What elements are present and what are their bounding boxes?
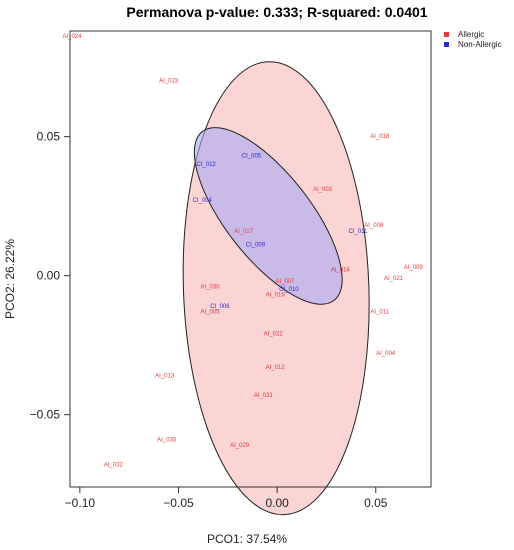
x-tick-label: 0.05 xyxy=(364,496,388,510)
x-axis-label: PCO1: 37.54% xyxy=(207,532,287,546)
point-label-ai-004: AI_004 xyxy=(376,351,396,357)
point-label-ai-011: AI_011 xyxy=(370,309,389,315)
y-axis-label: PCO2: 26.22% xyxy=(3,239,17,319)
point-labels: AI_024 AI_023 AI_018 AI_003 AI_008 AI_017 AI_0… xyxy=(62,34,423,468)
x-axis: −0.10 −0.05 0.00 0.05 xyxy=(65,487,388,510)
point-label-ci-006: CI_006 xyxy=(210,304,230,310)
legend-entry: Non-Allergic xyxy=(458,40,502,49)
point-label-ai-013: AI_013 xyxy=(155,373,175,379)
point-label-ai-035: AI_035 xyxy=(157,437,177,443)
point-label-ai-024: AI_024 xyxy=(62,34,82,40)
point-label-ai-008: AI_008 xyxy=(364,223,384,229)
point-label-ai-018: AI_018 xyxy=(370,134,390,140)
ellipse-non-allergic xyxy=(193,127,343,305)
point-label-ci-009: CI_009 xyxy=(246,243,266,249)
point-label-ci-010: CI_010 xyxy=(279,287,299,293)
point-label-ai-005: AI_005 xyxy=(201,309,221,315)
point-label-ci-005: CI_005 xyxy=(242,154,262,160)
x-tick-label: −0.05 xyxy=(163,496,194,510)
point-label-ai-030: AI_030 xyxy=(201,284,221,290)
legend-swatch xyxy=(444,32,449,37)
x-tick-label: 0.00 xyxy=(265,496,289,510)
y-tick-label: 0.05 xyxy=(37,130,61,144)
point-label-ai-007: AI_007 xyxy=(276,279,296,285)
y-tick-label: −0.05 xyxy=(30,408,61,422)
point-label-ai-031: AI_031 xyxy=(254,393,274,399)
point-label-ai-003: AI_003 xyxy=(313,187,333,193)
y-tick-label: 0.00 xyxy=(37,269,61,283)
point-label-ci-004: CI_004 xyxy=(192,198,212,204)
legend-swatch xyxy=(444,42,449,47)
point-label-ci-011: CI_011 xyxy=(349,229,369,235)
point-label-ai-022: AI_022 xyxy=(264,332,284,338)
legend-entry: Allergic xyxy=(458,30,484,39)
group-ellipses xyxy=(182,61,370,516)
y-axis: −0.05 0.00 0.05 xyxy=(30,130,70,422)
x-tick-label: −0.10 xyxy=(65,496,96,510)
plot-frame xyxy=(69,30,432,488)
point-label-ai-012: AI_012 xyxy=(266,365,286,371)
point-label-ci-012: CI_012 xyxy=(196,162,216,168)
chart-title: Permanova p-value: 0.333; R-squared: 0.0… xyxy=(126,4,427,20)
point-label-ai-014: AI_014 xyxy=(331,268,351,274)
point-label-ai-032: AI_032 xyxy=(104,462,124,468)
point-label-ai-017: AI_017 xyxy=(234,229,254,235)
point-label-ai-023: AI_023 xyxy=(159,79,179,85)
point-label-ai-019: AI_019 xyxy=(266,293,286,299)
point-label-ai-021: AI_021 xyxy=(384,276,404,282)
point-label-ai-029: AI_029 xyxy=(230,443,250,449)
point-label-ai-009: AI_009 xyxy=(404,265,424,271)
